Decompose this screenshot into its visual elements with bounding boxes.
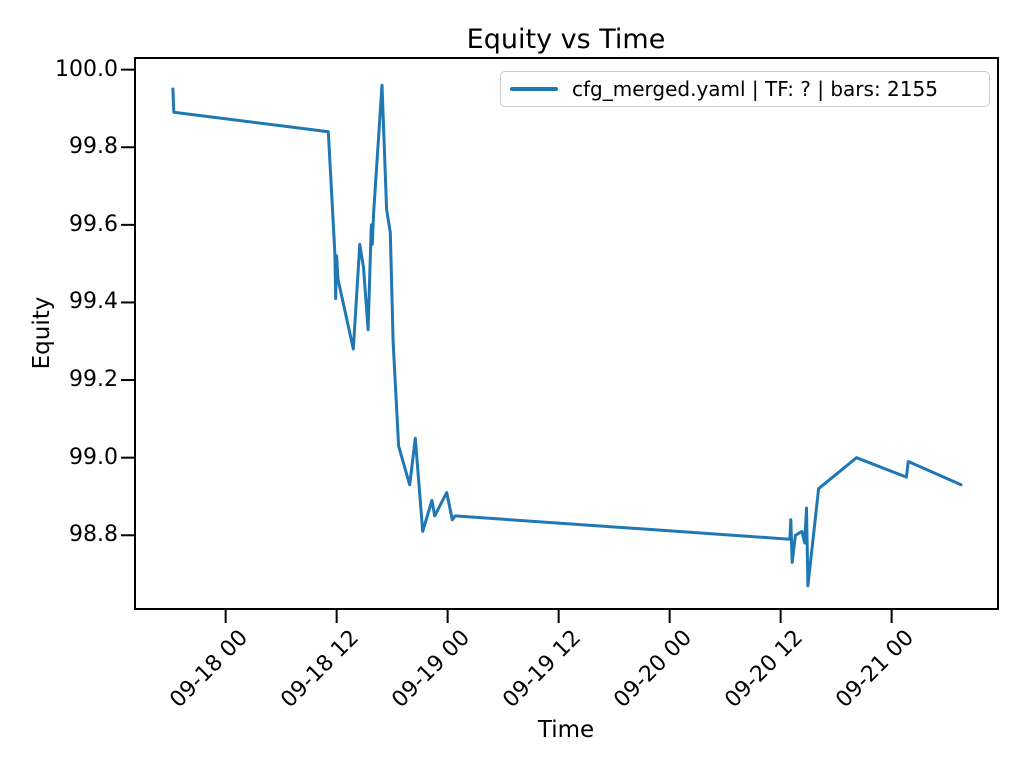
y-tick-label: 99.8 [69,134,118,160]
y-tick-label: 99.0 [69,444,118,470]
y-tick-label: 99.6 [69,211,118,237]
y-tick-label: 100.0 [55,56,118,82]
y-tick-label: 98.8 [69,522,118,548]
axes-frame [134,57,999,610]
chart-title: Equity vs Time [466,24,666,55]
y-tick-label: 99.2 [69,367,118,393]
legend-label: cfg_merged.yaml | TF: ? | bars: 2155 [572,77,938,101]
series-line [171,83,963,588]
y-tick-label: 99.4 [69,289,118,315]
legend: cfg_merged.yaml | TF: ? | bars: 2155 [500,71,990,107]
x-axis-label: Time [537,717,595,743]
legend-line-sample [510,87,558,91]
